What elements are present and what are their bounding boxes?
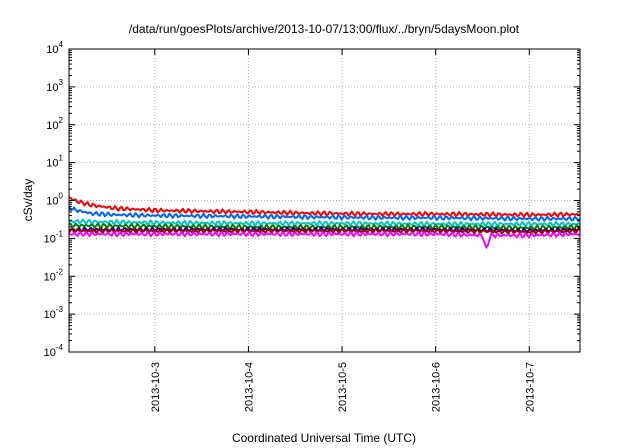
series-line xyxy=(68,222,581,231)
x-tick-label: 2013-10-7 xyxy=(524,362,536,412)
grid xyxy=(69,49,580,352)
x-tick-label: 2013-10-5 xyxy=(337,362,349,412)
y-tick-label: 102 xyxy=(46,116,63,132)
series-line xyxy=(68,230,581,249)
x-tick-label: 2013-10-3 xyxy=(150,362,162,412)
y-ticks: 10-4 10-3 10-2 10-1 100 101 102 103 104 xyxy=(44,40,580,359)
x-tick-label: 2013-10-6 xyxy=(431,362,443,412)
y-tick-label: 100 xyxy=(46,192,63,208)
y-tick-label: 104 xyxy=(46,40,63,56)
y-tick-label: 10-4 xyxy=(44,343,64,359)
y-tick-label: 10-3 xyxy=(44,305,64,321)
x-tick-label: 2013-10-4 xyxy=(243,362,255,412)
series-line xyxy=(68,196,581,218)
y-tick-label: 10-1 xyxy=(44,229,64,245)
x-ticks: 2013-10-3 2013-10-4 2013-10-5 2013-10-6 2013… xyxy=(150,49,536,412)
series-group xyxy=(68,196,581,249)
y-tick-label: 101 xyxy=(46,154,63,170)
y-tick-label: 103 xyxy=(46,78,63,94)
series-line xyxy=(68,205,581,222)
y-tick-label: 10-2 xyxy=(44,267,64,283)
y-axis-label: cSv/day xyxy=(21,179,35,222)
series-line xyxy=(68,227,581,235)
x-axis-label: Coordinated Universal Time (UTC) xyxy=(232,431,416,445)
chart-title: /data/run/goesPlots/archive/2013-10-07/1… xyxy=(129,22,520,36)
series-line xyxy=(68,218,581,228)
